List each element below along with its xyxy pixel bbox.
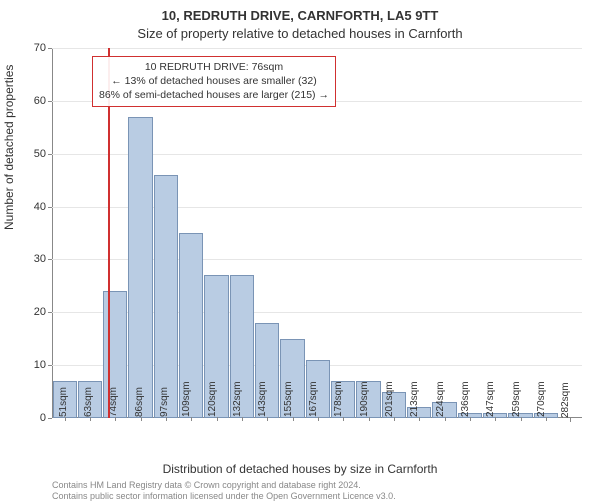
x-tick-mark <box>521 417 522 421</box>
x-tick-mark <box>369 417 370 421</box>
bar: 109sqm <box>179 233 203 418</box>
x-tick-label: 247sqm <box>481 381 496 417</box>
x-tick-label: 74sqm <box>104 387 119 417</box>
bar: 213sqm <box>407 407 431 418</box>
bar: 201sqm <box>382 392 406 418</box>
annot-line2: ← 13% of detached houses are smaller (32… <box>99 74 329 88</box>
bar: 167sqm <box>306 360 330 418</box>
x-tick-mark <box>191 417 192 421</box>
bar: 155sqm <box>280 339 304 418</box>
bar: 97sqm <box>154 175 178 418</box>
x-tick-label: 259sqm <box>507 381 522 417</box>
x-tick-label: 201sqm <box>380 381 395 417</box>
bar: 178sqm <box>331 381 355 418</box>
bar: 190sqm <box>356 381 380 418</box>
y-tick-label: 10 <box>34 359 52 371</box>
y-tick-label: 40 <box>34 201 52 213</box>
title-subtitle: Size of property relative to detached ho… <box>0 26 600 41</box>
bar: 51sqm <box>53 381 77 418</box>
x-tick-mark <box>394 417 395 421</box>
bar: 120sqm <box>204 275 228 418</box>
x-tick-label: 224sqm <box>431 381 446 417</box>
x-tick-mark <box>166 417 167 421</box>
y-tick-label: 30 <box>34 253 52 265</box>
y-tick-label: 0 <box>40 412 52 424</box>
x-tick-mark <box>65 417 66 421</box>
x-tick-mark <box>242 417 243 421</box>
bar: 259sqm <box>508 413 532 418</box>
bar: 74sqm <box>103 291 127 418</box>
y-tick-label: 50 <box>34 148 52 160</box>
x-tick-mark <box>267 417 268 421</box>
x-tick-label: 270sqm <box>532 381 547 417</box>
x-tick-mark <box>293 417 294 421</box>
x-tick-label: 178sqm <box>329 381 344 417</box>
x-tick-mark <box>546 417 547 421</box>
x-tick-label: 167sqm <box>304 381 319 417</box>
x-tick-label: 143sqm <box>253 381 268 417</box>
bar: 270sqm <box>534 413 558 418</box>
x-tick-mark <box>217 417 218 421</box>
bar: 247sqm <box>483 413 507 418</box>
x-tick-mark <box>495 417 496 421</box>
x-tick-label: 63sqm <box>79 387 94 417</box>
x-tick-label: 86sqm <box>130 387 145 417</box>
bar: 143sqm <box>255 323 279 418</box>
bar: 224sqm <box>432 402 456 418</box>
x-tick-label: 120sqm <box>203 381 218 417</box>
bar: 86sqm <box>128 117 152 418</box>
bar: 63sqm <box>78 381 102 418</box>
x-tick-mark <box>445 417 446 421</box>
x-tick-label: 132sqm <box>228 381 243 417</box>
bar-chart: 51sqm 63sqm 74sqm 86sqm 97sqm 109sqm 120sqm 132… <box>52 48 582 418</box>
x-tick-mark <box>90 417 91 421</box>
x-tick-label: 213sqm <box>405 381 420 417</box>
annotation-box: 10 REDRUTH DRIVE: 76sqm ← 13% of detache… <box>92 56 336 107</box>
bar: 236sqm <box>458 413 482 418</box>
x-tick-label: 97sqm <box>155 387 170 417</box>
x-tick-mark <box>115 417 116 421</box>
x-axis-label: Distribution of detached houses by size … <box>0 462 600 476</box>
x-tick-mark <box>343 417 344 421</box>
y-tick-label: 70 <box>34 42 52 54</box>
title-address: 10, REDRUTH DRIVE, CARNFORTH, LA5 9TT <box>0 8 600 23</box>
x-tick-label: 155sqm <box>279 381 294 417</box>
x-tick-label: 190sqm <box>355 381 370 417</box>
y-tick-label: 60 <box>34 95 52 107</box>
footer-line1: Contains HM Land Registry data © Crown c… <box>52 480 396 491</box>
annot-line3: 86% of semi-detached houses are larger (… <box>99 88 329 102</box>
x-tick-mark <box>419 417 420 421</box>
x-tick-mark <box>570 418 571 422</box>
x-tick-label: 109sqm <box>178 381 193 417</box>
x-tick-label: 282sqm <box>556 382 571 418</box>
x-tick-mark <box>318 417 319 421</box>
y-axis-label: Number of detached properties <box>2 65 16 230</box>
x-tick-label: 51sqm <box>54 387 69 417</box>
x-tick-label: 236sqm <box>456 381 471 417</box>
annot-line1: 10 REDRUTH DRIVE: 76sqm <box>99 60 329 74</box>
bar: 132sqm <box>230 275 254 418</box>
x-tick-mark <box>470 417 471 421</box>
x-tick-mark <box>141 417 142 421</box>
y-tick-label: 20 <box>34 306 52 318</box>
footer-attribution: Contains HM Land Registry data © Crown c… <box>52 480 396 502</box>
